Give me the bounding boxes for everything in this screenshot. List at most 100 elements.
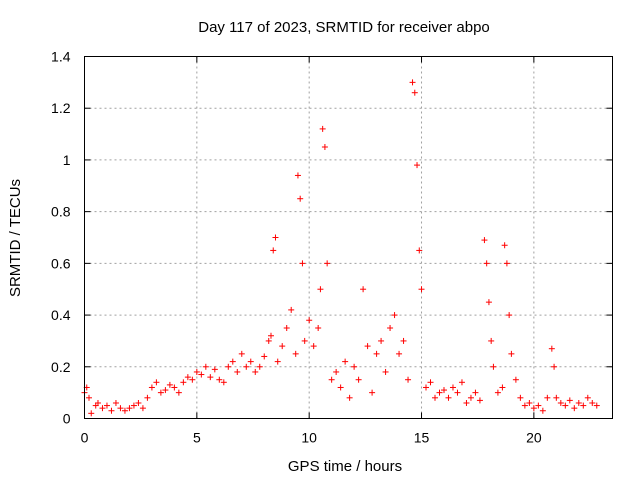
data-point bbox=[319, 125, 326, 132]
data-point bbox=[157, 389, 164, 396]
data-point bbox=[593, 402, 600, 409]
data-point bbox=[530, 405, 537, 412]
data-point bbox=[256, 363, 263, 370]
data-point bbox=[405, 376, 412, 383]
data-point bbox=[166, 381, 173, 388]
data-point bbox=[440, 387, 447, 394]
data-point bbox=[580, 402, 587, 409]
data-point bbox=[418, 286, 425, 293]
data-point bbox=[144, 394, 151, 401]
data-point bbox=[396, 350, 403, 357]
data-point bbox=[297, 195, 304, 202]
data-point bbox=[265, 337, 272, 344]
data-point bbox=[243, 363, 250, 370]
data-point bbox=[411, 89, 418, 96]
data-point bbox=[517, 394, 524, 401]
data-point bbox=[427, 379, 434, 386]
data-point bbox=[238, 350, 245, 357]
data-point bbox=[521, 402, 528, 409]
data-point bbox=[162, 387, 169, 394]
tick-layer bbox=[84, 56, 613, 419]
data-point bbox=[414, 162, 421, 169]
data-point bbox=[175, 389, 182, 396]
data-point bbox=[551, 363, 558, 370]
data-point bbox=[571, 405, 578, 412]
y-tick-label: 1.4 bbox=[51, 49, 71, 65]
tick-label-layer: 0 5 10 15 20 0 0.2 0.4 0.6 0.8 1 1.2 1.4 bbox=[51, 49, 542, 446]
data-point bbox=[267, 332, 274, 339]
data-point bbox=[117, 405, 124, 412]
data-point bbox=[220, 379, 227, 386]
data-point bbox=[481, 237, 488, 244]
data-point bbox=[292, 350, 299, 357]
data-points-layer bbox=[81, 79, 600, 417]
data-point bbox=[328, 376, 335, 383]
data-point bbox=[373, 350, 380, 357]
data-point bbox=[499, 384, 506, 391]
y-tick-label: 0.8 bbox=[51, 204, 71, 220]
data-point bbox=[360, 286, 367, 293]
data-point bbox=[207, 374, 214, 381]
data-point bbox=[229, 358, 236, 365]
data-point bbox=[454, 389, 461, 396]
data-point bbox=[589, 399, 596, 406]
data-point bbox=[121, 407, 128, 414]
data-point bbox=[288, 306, 295, 313]
data-point bbox=[333, 368, 340, 375]
data-point bbox=[103, 402, 110, 409]
data-point bbox=[557, 399, 564, 406]
data-point bbox=[485, 299, 492, 306]
data-point bbox=[310, 343, 317, 350]
data-point bbox=[512, 376, 519, 383]
data-point bbox=[553, 394, 560, 401]
data-point bbox=[423, 384, 430, 391]
data-point bbox=[324, 260, 331, 267]
data-point bbox=[202, 363, 209, 370]
data-point bbox=[112, 399, 119, 406]
grid-layer bbox=[84, 56, 613, 419]
y-tick-label: 0.4 bbox=[51, 307, 71, 323]
data-point bbox=[130, 402, 137, 409]
data-point bbox=[189, 376, 196, 383]
data-point bbox=[274, 358, 281, 365]
data-point bbox=[501, 242, 508, 249]
data-point bbox=[306, 317, 313, 324]
data-point bbox=[409, 79, 416, 86]
data-point bbox=[526, 399, 533, 406]
data-point bbox=[148, 384, 155, 391]
x-tick-label: 0 bbox=[81, 430, 89, 446]
data-point bbox=[321, 144, 328, 150]
data-point bbox=[337, 384, 344, 391]
data-point bbox=[301, 337, 308, 344]
data-point bbox=[432, 394, 439, 401]
data-point bbox=[94, 399, 101, 406]
data-point bbox=[225, 363, 232, 370]
x-tick-label: 15 bbox=[414, 430, 430, 446]
plot-frame bbox=[84, 56, 613, 419]
data-point bbox=[400, 337, 407, 344]
data-point bbox=[272, 234, 279, 241]
data-point bbox=[584, 394, 591, 401]
data-point bbox=[153, 379, 160, 386]
data-point bbox=[261, 353, 268, 360]
data-point bbox=[193, 368, 200, 375]
chart-title: Day 117 of 2023, SRMTID for receiver abp… bbox=[198, 19, 490, 36]
data-point bbox=[211, 366, 218, 373]
data-point bbox=[391, 312, 398, 319]
data-point bbox=[108, 407, 115, 414]
data-point bbox=[369, 389, 376, 396]
data-point bbox=[387, 325, 394, 331]
data-point bbox=[355, 376, 362, 383]
data-point bbox=[88, 410, 95, 417]
data-point bbox=[216, 376, 223, 383]
data-point bbox=[566, 397, 573, 404]
data-point bbox=[494, 389, 501, 396]
data-point bbox=[544, 394, 551, 401]
data-point bbox=[184, 374, 191, 381]
x-tick-label: 10 bbox=[301, 430, 317, 446]
data-point bbox=[317, 286, 324, 293]
data-point bbox=[483, 260, 490, 267]
data-point bbox=[351, 363, 358, 370]
